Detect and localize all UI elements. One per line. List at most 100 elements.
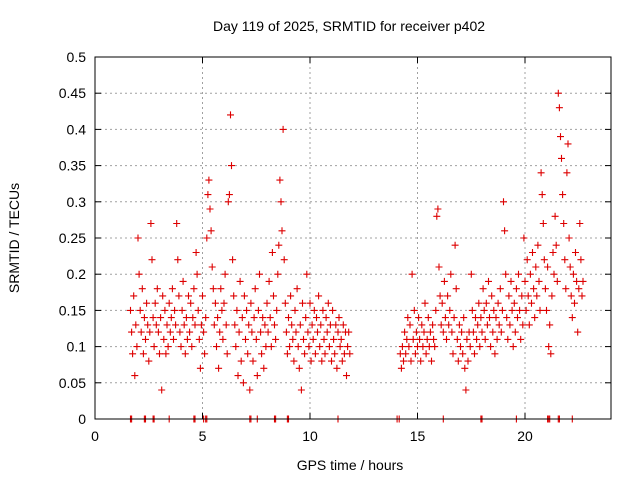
data-point — [531, 314, 539, 322]
data-point — [137, 328, 145, 336]
data-point — [438, 299, 446, 307]
data-point — [533, 292, 541, 300]
data-point — [161, 306, 169, 314]
data-point — [281, 299, 289, 307]
data-point — [490, 306, 498, 314]
data-point — [439, 328, 447, 336]
chart-title: Day 119 of 2025, SRMTID for receiver p40… — [213, 18, 485, 34]
data-point — [402, 350, 410, 358]
data-point — [562, 285, 570, 293]
data-point — [293, 285, 301, 293]
data-point — [546, 321, 554, 329]
data-point — [248, 328, 256, 336]
data-point — [173, 220, 181, 227]
data-point — [524, 292, 532, 300]
data-point — [299, 299, 306, 307]
data-point — [242, 335, 249, 343]
data-point — [488, 292, 496, 300]
data-point — [237, 357, 245, 365]
y-tick-label: 0.45 — [59, 85, 86, 101]
data-point — [278, 227, 286, 235]
data-point — [199, 292, 206, 300]
data-point — [315, 292, 323, 300]
data-point — [535, 277, 543, 285]
data-point — [152, 321, 160, 329]
data-point — [528, 299, 535, 307]
data-point — [289, 335, 297, 343]
data-point — [565, 234, 573, 242]
data-point — [236, 277, 244, 285]
data-point — [514, 314, 521, 322]
data-point — [440, 277, 448, 285]
data-point — [214, 314, 222, 322]
data-point — [446, 306, 454, 314]
data-point — [186, 328, 194, 336]
data-point — [431, 343, 439, 351]
data-point — [134, 234, 142, 242]
data-point — [467, 270, 475, 278]
data-point — [286, 343, 294, 351]
data-point — [267, 343, 275, 351]
data-point — [495, 321, 503, 329]
data-point — [478, 328, 486, 336]
data-point — [292, 328, 300, 336]
data-point — [163, 321, 171, 329]
data-point — [423, 335, 431, 343]
data-point — [534, 241, 542, 249]
y-tick-label: 0.4 — [67, 121, 87, 137]
data-point — [215, 364, 223, 372]
data-point — [449, 350, 457, 358]
data-point — [305, 343, 313, 351]
data-point — [164, 343, 172, 351]
data-point — [469, 328, 477, 336]
data-point — [537, 169, 545, 177]
data-point — [502, 270, 510, 278]
data-point — [551, 212, 559, 220]
data-point — [133, 343, 141, 351]
data-point — [290, 357, 298, 365]
data-point — [568, 314, 576, 322]
data-point — [487, 343, 495, 351]
data-point — [277, 198, 285, 206]
data-point — [433, 212, 441, 220]
data-point — [579, 277, 587, 285]
x-tick-label: 10 — [302, 428, 318, 444]
data-point — [143, 299, 151, 307]
data-point — [409, 335, 417, 343]
data-point — [566, 263, 574, 271]
data-point — [401, 328, 409, 336]
data-point — [505, 292, 513, 300]
data-point — [452, 285, 460, 293]
data-point — [213, 343, 220, 351]
data-point — [510, 299, 518, 307]
data-point — [517, 335, 525, 343]
data-point — [172, 321, 180, 329]
data-points — [127, 89, 587, 423]
data-point — [476, 343, 484, 351]
data-point — [334, 328, 342, 336]
data-point — [235, 328, 243, 336]
data-point — [194, 306, 202, 314]
data-point — [577, 256, 585, 264]
data-point — [310, 306, 318, 314]
data-point — [203, 234, 211, 242]
data-point — [549, 249, 557, 256]
data-point — [210, 321, 218, 329]
data-point — [406, 321, 414, 329]
data-point — [466, 343, 474, 351]
data-point — [486, 314, 493, 322]
data-point — [129, 350, 137, 358]
data-point — [496, 285, 504, 293]
data-point — [428, 357, 435, 365]
grid-lines — [95, 57, 611, 419]
data-point — [303, 270, 311, 278]
data-point — [258, 350, 266, 358]
data-point — [329, 306, 337, 314]
data-point — [539, 220, 547, 227]
data-point — [497, 328, 505, 336]
data-point — [309, 335, 317, 343]
data-point — [271, 321, 278, 329]
data-point — [178, 306, 186, 314]
data-point — [455, 321, 463, 329]
